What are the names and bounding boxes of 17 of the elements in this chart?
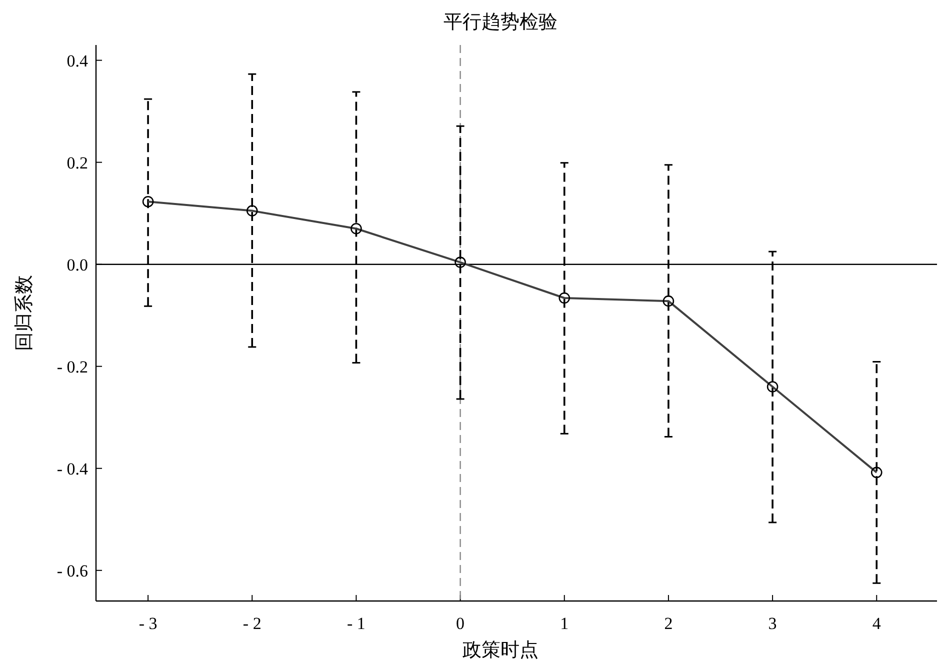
x-tick-label: 1: [560, 614, 569, 633]
y-tick-label: - 0.2: [56, 357, 88, 376]
y-tick-label: 0.2: [66, 153, 88, 172]
x-tick-label: - 1: [347, 614, 366, 633]
y-tick-label: 0.0: [66, 255, 88, 274]
x-tick-label: - 3: [138, 614, 158, 633]
x-tick-label: 2: [664, 614, 673, 633]
chart-title: 平行趋势检验: [444, 12, 558, 33]
x-tick-label: 4: [872, 614, 882, 633]
y-tick-label: 0.4: [66, 51, 88, 70]
y-tick-label: - 0.6: [56, 561, 88, 580]
x-axis-title: 政策时点: [462, 640, 538, 661]
y-axis-title: 回归系数: [14, 275, 35, 351]
x-tick-label: 0: [456, 614, 465, 633]
x-tick-label: 3: [768, 614, 777, 633]
x-tick-label: - 2: [242, 614, 262, 633]
y-tick-label: - 0.4: [56, 459, 88, 478]
